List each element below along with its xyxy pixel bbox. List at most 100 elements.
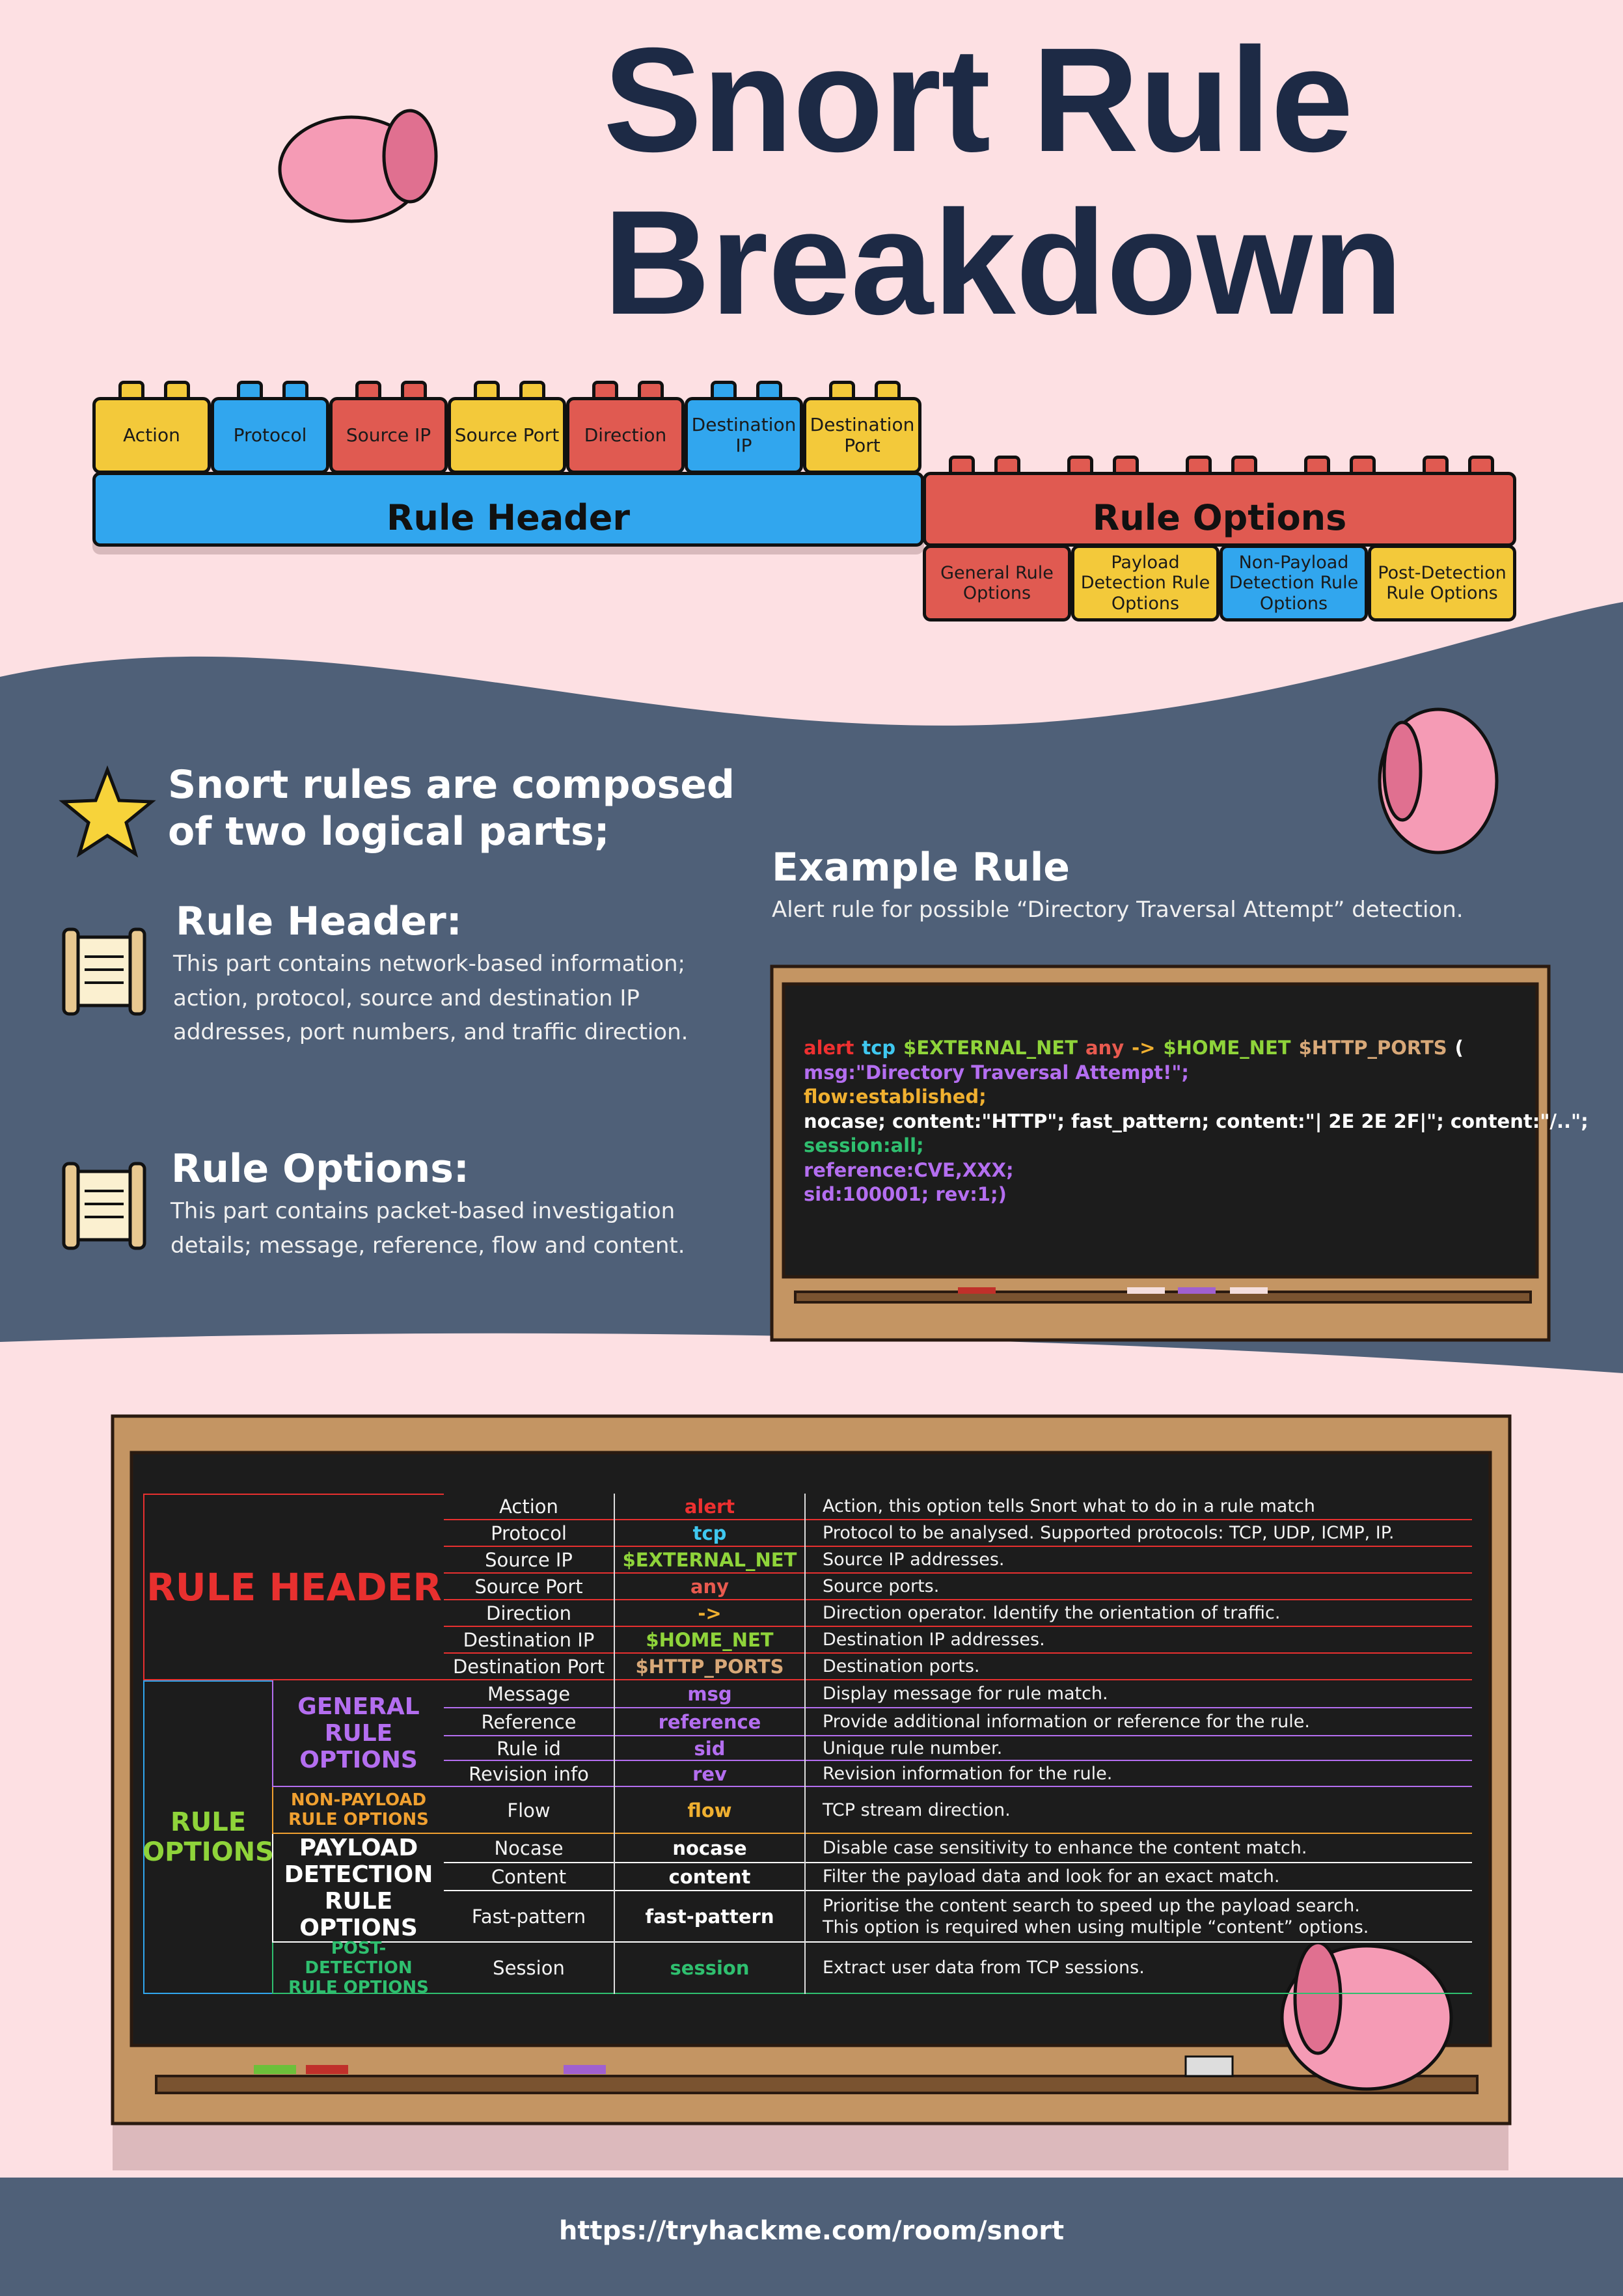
intro-text: Snort rules are composed of two logical … bbox=[168, 762, 735, 854]
header-block: Action bbox=[92, 397, 211, 474]
code-token: any bbox=[1085, 1037, 1125, 1059]
code-line: session:all; bbox=[804, 1134, 924, 1158]
option-cell: Reference bbox=[444, 1708, 615, 1736]
example-chalkboard bbox=[770, 964, 1551, 1342]
example-subtitle: Alert rule for possible “Directory Trave… bbox=[772, 897, 1464, 923]
title-line: Breakdown bbox=[603, 180, 1403, 346]
code-line: nocase; content:"HTTP"; fast_pattern; co… bbox=[804, 1110, 1589, 1134]
scroll-icon bbox=[62, 1162, 146, 1250]
description-cell: Source IP addresses. bbox=[823, 1550, 1005, 1570]
option-cell: Destination Port bbox=[444, 1654, 615, 1680]
code-line: msg:"Directory Traversal Attempt!"; bbox=[804, 1061, 1189, 1085]
description-cell: Revision information for the rule. bbox=[823, 1763, 1113, 1784]
table-row-line bbox=[444, 1760, 1472, 1761]
table-row-line bbox=[444, 1599, 1472, 1600]
subgroup-label: NON-PAYLOAD RULE OPTIONS bbox=[272, 1787, 444, 1834]
option-cell: Source Port bbox=[444, 1574, 615, 1600]
description-cell: Prioritise the content search to speed u… bbox=[823, 1896, 1369, 1937]
description-cell: Action, this option tells Snort what to … bbox=[823, 1496, 1315, 1517]
code-token: reference:CVE,XXX; bbox=[804, 1158, 1014, 1181]
option-cell: Destination IP bbox=[444, 1627, 615, 1654]
header-block: Direction bbox=[566, 397, 685, 474]
code-token: msg:"Directory Traversal Attempt!"; bbox=[804, 1061, 1190, 1084]
keyword-cell: alert bbox=[615, 1494, 806, 1520]
code-line: reference:CVE,XXX; bbox=[804, 1158, 1014, 1182]
header-block: Protocol bbox=[211, 397, 329, 474]
code-line: alert tcp $EXTERNAL_NET any -> $HOME_NET $HTTP… bbox=[804, 1036, 1464, 1060]
table-row-line bbox=[444, 1546, 1472, 1547]
code-token: ( bbox=[1454, 1037, 1464, 1059]
table-row-line bbox=[444, 1679, 1472, 1680]
table-row-line bbox=[444, 1626, 1472, 1627]
option-cell: Rule id bbox=[444, 1736, 615, 1761]
keyword-cell: tcp bbox=[615, 1520, 806, 1547]
table-row-line bbox=[444, 1993, 1472, 1994]
description-cell: Extract user data from TCP sessions. bbox=[823, 1958, 1145, 1978]
keyword-cell: $EXTERNAL_NET bbox=[615, 1547, 806, 1574]
code-token: sid:100001; rev:1;) bbox=[804, 1183, 1007, 1205]
footer-url: https://tryhackme.com/room/snort bbox=[558, 2216, 1065, 2246]
code-line: flow:established; bbox=[804, 1085, 987, 1109]
code-token: $HOME_NET bbox=[1163, 1037, 1291, 1059]
table-chalkboard bbox=[111, 1414, 1512, 2170]
code-token: -> bbox=[1132, 1037, 1156, 1059]
code-token: nocase; content:"HTTP"; fast_pattern; co… bbox=[804, 1110, 1589, 1132]
option-cell: Revision info bbox=[444, 1761, 615, 1787]
description-cell: Destination IP addresses. bbox=[823, 1630, 1045, 1650]
subgroup-label: PAYLOAD DETECTION RULE OPTIONS bbox=[272, 1834, 444, 1943]
option-cell: Fast-pattern bbox=[444, 1891, 615, 1943]
option-block: Payload Detection Rule Options bbox=[1071, 545, 1220, 622]
description-cell: Unique rule number. bbox=[823, 1738, 1003, 1758]
option-cell: Message bbox=[444, 1680, 615, 1708]
table-row-line bbox=[444, 1833, 1472, 1834]
keyword-cell: flow bbox=[615, 1787, 806, 1834]
description-cell: Destination ports. bbox=[823, 1656, 980, 1677]
description-cell: Source ports. bbox=[823, 1576, 940, 1597]
description-cell: Protocol to be analysed. Supported proto… bbox=[823, 1523, 1395, 1544]
description-cell: Provide additional information or refere… bbox=[823, 1712, 1310, 1732]
keyword-cell: sid bbox=[615, 1736, 806, 1761]
footer-band bbox=[0, 2178, 1623, 2296]
header-block: Source IP bbox=[329, 397, 448, 474]
table-row-line bbox=[444, 1652, 1472, 1654]
option-cell: Action bbox=[444, 1494, 615, 1520]
description-cell: Filter the payload data and look for an … bbox=[823, 1866, 1280, 1887]
keyword-cell: $HTTP_PORTS bbox=[615, 1654, 806, 1680]
code-token: tcp bbox=[862, 1037, 896, 1059]
option-cell: Nocase bbox=[444, 1834, 615, 1863]
keyword-cell: nocase bbox=[615, 1834, 806, 1863]
section-title: Rule Options: bbox=[171, 1146, 469, 1192]
keyword-cell: content bbox=[615, 1863, 806, 1891]
description-cell: TCP stream direction. bbox=[823, 1799, 1011, 1820]
option-cell: Source IP bbox=[444, 1547, 615, 1574]
keyword-cell: fast-pattern bbox=[615, 1891, 806, 1943]
group-label: RULE HEADER bbox=[143, 1494, 444, 1680]
code-token: session:all; bbox=[804, 1134, 924, 1156]
section-text: This part contains network-based informa… bbox=[173, 951, 689, 1046]
code-token: $EXTERNAL_NET bbox=[903, 1037, 1078, 1059]
title-line: Snort Rule bbox=[603, 18, 1354, 183]
table-row-line bbox=[444, 1786, 1472, 1787]
keyword-cell: reference bbox=[615, 1708, 806, 1736]
header-block: Destination Port bbox=[803, 397, 921, 474]
keyword-cell: any bbox=[615, 1574, 806, 1600]
table-row-line bbox=[444, 1735, 1472, 1736]
table-row-line bbox=[444, 1519, 1472, 1520]
table-row-line bbox=[444, 1941, 1472, 1943]
description-cell: Direction operator. Identify the orienta… bbox=[823, 1603, 1281, 1624]
header-block: Source Port bbox=[448, 397, 566, 474]
section-title: Rule Header: bbox=[176, 899, 462, 944]
scroll-icon bbox=[62, 927, 146, 1016]
code-token: flow:established; bbox=[804, 1086, 987, 1108]
description-cell: Display message for rule match. bbox=[823, 1684, 1108, 1704]
rule-header-bar: Rule Header bbox=[92, 472, 924, 547]
option-cell: Session bbox=[444, 1943, 615, 1994]
table-row-line bbox=[444, 1890, 1472, 1891]
example-title: Example Rule bbox=[772, 845, 1070, 890]
keyword-cell: session bbox=[615, 1943, 806, 1994]
option-cell: Direction bbox=[444, 1600, 615, 1627]
option-block: Post-Detection Rule Options bbox=[1368, 545, 1516, 622]
code-token: alert bbox=[804, 1037, 854, 1059]
